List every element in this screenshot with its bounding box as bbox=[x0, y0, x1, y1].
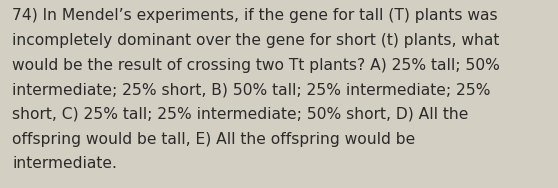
Text: would be the result of crossing two Tt plants? A) 25% tall; 50%: would be the result of crossing two Tt p… bbox=[12, 58, 500, 73]
Text: 74) In Mendel’s experiments, if the gene for tall (T) plants was: 74) In Mendel’s experiments, if the gene… bbox=[12, 8, 498, 24]
Text: incompletely dominant over the gene for short (t) plants, what: incompletely dominant over the gene for … bbox=[12, 33, 499, 48]
Text: intermediate.: intermediate. bbox=[12, 156, 117, 171]
Text: offspring would be tall, E) All the offspring would be: offspring would be tall, E) All the offs… bbox=[12, 132, 416, 147]
Text: short, C) 25% tall; 25% intermediate; 50% short, D) All the: short, C) 25% tall; 25% intermediate; 50… bbox=[12, 107, 469, 122]
Text: intermediate; 25% short, B) 50% tall; 25% intermediate; 25%: intermediate; 25% short, B) 50% tall; 25… bbox=[12, 82, 491, 97]
